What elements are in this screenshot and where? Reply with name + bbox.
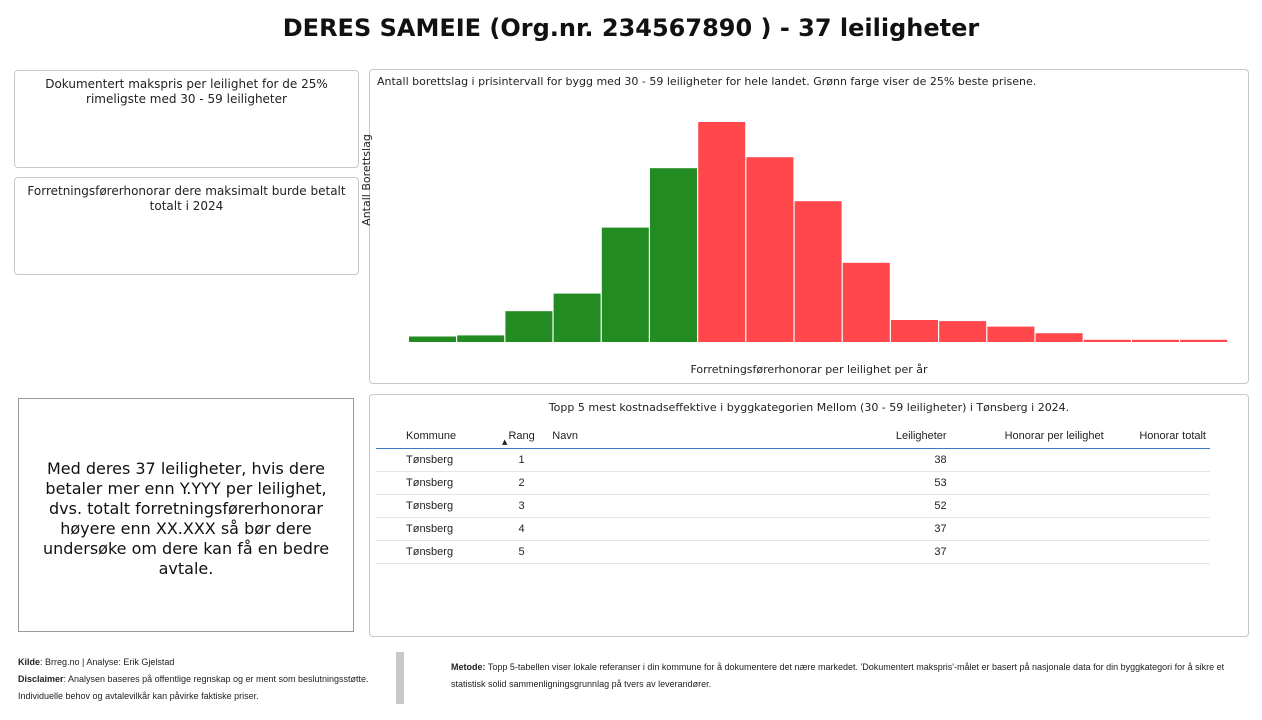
histogram-chart-card: Antall borettslag i prisintervall for by… <box>360 69 1249 384</box>
histogram-bar-15[interactable] <box>1083 339 1131 342</box>
cell-honorar-totalt <box>1107 494 1210 518</box>
cell-honorar-per-leilighet <box>966 471 1108 495</box>
makspris-card: Dokumentert makspris per leilighet for d… <box>14 70 359 168</box>
cell-kommune: Tønsberg <box>376 517 495 541</box>
header-honorar-totalt[interactable]: Honorar totalt <box>1107 423 1210 449</box>
histogram-bar-9[interactable] <box>794 201 842 342</box>
cell-leiligheter: 53 <box>847 471 967 495</box>
disclaimer-label: Disclaimer <box>18 674 64 684</box>
kilde-label: Kilde <box>18 657 41 667</box>
cell-navn <box>548 540 848 564</box>
table-row[interactable]: Tønsberg 5 37 <box>376 540 1210 564</box>
header-navn[interactable]: Navn <box>548 423 848 449</box>
info-box: Med deres 37 leiligheter, hvis dere beta… <box>18 398 354 632</box>
histogram-bar-10[interactable] <box>842 262 890 342</box>
footer-divider <box>396 652 404 704</box>
cell-honorar-per-leilighet <box>966 448 1108 472</box>
header-honorar-per-leilighet[interactable]: Honorar per leilighet <box>966 423 1108 449</box>
cell-navn <box>548 471 848 495</box>
histogram-svg <box>409 122 1228 343</box>
page-title: DERES SAMEIE (Org.nr. 234567890 ) - 37 l… <box>282 14 980 42</box>
chart-title: Antall borettslag i prisintervall for by… <box>377 75 1037 88</box>
sort-ascending-icon[interactable]: ▲ <box>502 438 508 446</box>
cell-leiligheter: 37 <box>847 540 967 564</box>
chart-x-axis-label: Forretningsførerhonorar per leilighet pe… <box>690 363 928 376</box>
metode-label: Metode: <box>451 662 486 672</box>
table-row[interactable]: Tønsberg 2 53 <box>376 471 1210 495</box>
makspris-label: Dokumentert makspris per leilighet for d… <box>45 77 328 106</box>
header-rang[interactable]: Rang <box>494 423 549 449</box>
table-row[interactable]: Tønsberg 3 52 <box>376 494 1210 518</box>
header-leiligheter[interactable]: Leiligheter <box>847 423 967 449</box>
cell-honorar-per-leilighet <box>966 517 1108 541</box>
histogram-bar-6[interactable] <box>650 168 697 342</box>
cell-kommune: Tønsberg <box>376 471 495 495</box>
cell-leiligheter: 37 <box>847 517 967 541</box>
header-rang-label: Rang <box>508 429 535 442</box>
cell-rang: 5 <box>494 540 549 564</box>
kilde-text: : Brreg.no | Analyse: Erik Gjelstad <box>40 657 175 667</box>
histogram-bar-13[interactable] <box>987 326 1035 342</box>
top5-table-card: Topp 5 mest kostnadseffektive i byggkate… <box>369 394 1249 637</box>
footer-left: Kilde: Brreg.no | Analyse: Erik Gjelstad… <box>18 654 390 705</box>
histogram-bar-8[interactable] <box>746 157 794 342</box>
histogram-bar-2[interactable] <box>457 335 505 342</box>
header-kommune[interactable]: Kommune <box>376 423 495 449</box>
histogram-bar-1[interactable] <box>409 336 456 343</box>
metode-text: Topp 5-tabellen viser lokale referanser … <box>451 662 1225 689</box>
cell-navn <box>548 517 848 541</box>
cell-leiligheter: 38 <box>847 448 967 472</box>
histogram-bar-12[interactable] <box>939 321 987 342</box>
honorar-label: Forretningsførerhonorar dere maksimalt b… <box>27 184 346 213</box>
table-header-row: Kommune Rang Navn Leiligheter Honorar pe… <box>376 423 1210 449</box>
cell-rang: 1 <box>494 448 549 472</box>
cell-kommune: Tønsberg <box>376 448 495 472</box>
cell-honorar-totalt <box>1107 448 1210 472</box>
cell-honorar-totalt <box>1107 517 1210 541</box>
table-row[interactable]: Tønsberg 4 37 <box>376 517 1210 541</box>
cell-navn <box>548 448 848 472</box>
cell-navn <box>548 494 848 518</box>
cell-honorar-totalt <box>1107 471 1210 495</box>
honorar-card: Forretningsførerhonorar dere maksimalt b… <box>14 177 359 275</box>
cell-honorar-per-leilighet <box>966 540 1108 564</box>
table-row[interactable]: Tønsberg 1 38 <box>376 448 1210 472</box>
cell-rang: 2 <box>494 471 549 495</box>
cell-honorar-totalt <box>1107 540 1210 564</box>
cell-leiligheter: 52 <box>847 494 967 518</box>
histogram-bar-17[interactable] <box>1180 339 1228 342</box>
cell-kommune: Tønsberg <box>376 540 495 564</box>
histogram-bar-11[interactable] <box>891 320 938 342</box>
footer-metode: Metode: Topp 5-tabellen viser lokale ref… <box>451 659 1246 693</box>
table-title: Topp 5 mest kostnadseffektive i byggkate… <box>548 401 1070 414</box>
histogram-bar-3[interactable] <box>505 311 553 342</box>
cell-kommune: Tønsberg <box>376 494 495 518</box>
histogram-bar-5[interactable] <box>601 227 649 342</box>
cell-rang: 3 <box>494 494 549 518</box>
cell-rang: 4 <box>494 517 549 541</box>
info-box-text: Med deres 37 leiligheter, hvis dere beta… <box>42 459 330 578</box>
histogram-bar-4[interactable] <box>553 293 601 342</box>
histogram-bar-14[interactable] <box>1035 333 1083 342</box>
disclaimer-text: : Analysen baseres på offentlige regnska… <box>18 674 369 701</box>
histogram-bar-7[interactable] <box>698 122 746 342</box>
top5-table: Kommune Rang Navn Leiligheter Honorar pe… <box>376 423 1210 564</box>
cell-honorar-per-leilighet <box>966 494 1108 518</box>
histogram-bar-16[interactable] <box>1132 339 1179 342</box>
